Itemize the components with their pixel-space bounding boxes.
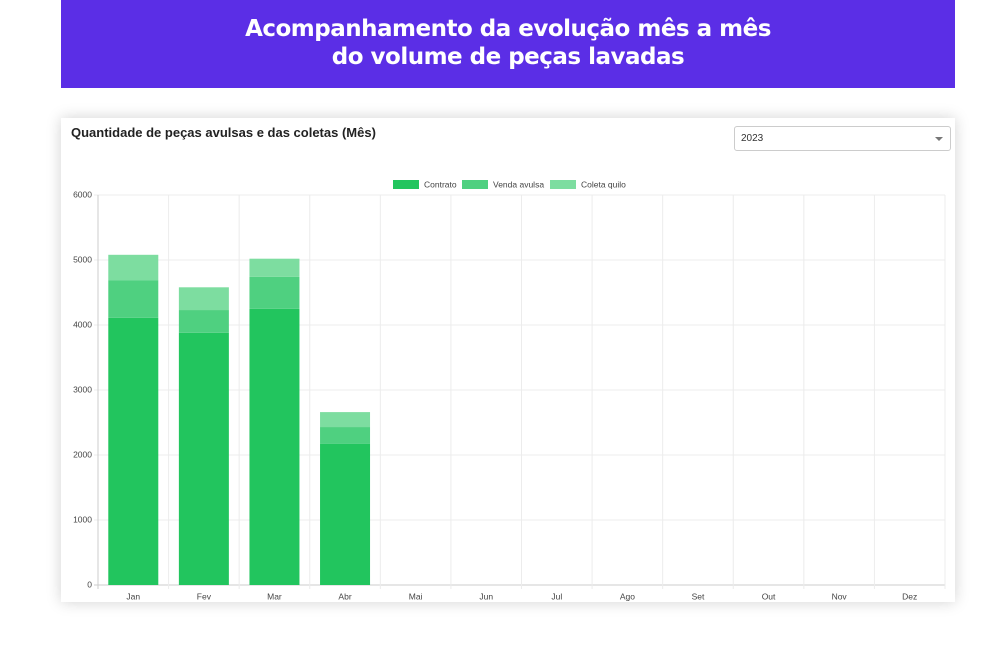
y-tick-label: 2000 <box>73 449 92 459</box>
y-tick-label: 3000 <box>73 384 92 394</box>
y-tick-label: 5000 <box>73 254 92 264</box>
legend-label: Coleta quilo <box>581 179 626 189</box>
x-tick-label: Set <box>692 591 705 601</box>
banner-title-line: Acompanhamento da evolução mês a mês <box>245 16 771 42</box>
banner-title-line: do volume de peças lavadas <box>331 44 685 70</box>
x-tick-label: Jul <box>551 591 562 601</box>
banner: Acompanhamento da evolução mês a mês do … <box>61 0 955 88</box>
x-tick-label: Mai <box>409 591 423 601</box>
bar-segment <box>108 254 159 281</box>
x-tick-label: Jun <box>479 591 493 601</box>
bar-segment <box>320 427 371 444</box>
x-tick-label: Jan <box>126 591 140 601</box>
x-tick-label: Dez <box>902 591 917 601</box>
bar-segment <box>178 332 229 585</box>
chart-title: Quantidade de peças avulsas e das coleta… <box>71 125 376 140</box>
x-tick-label: Nov <box>832 591 848 601</box>
y-tick-label: 6000 <box>73 189 92 199</box>
bar-segment <box>108 280 159 318</box>
bar-segment <box>108 317 159 585</box>
x-tick-label: Mar <box>267 591 282 601</box>
bar-segment <box>320 443 371 585</box>
bar-segment <box>249 258 300 277</box>
bar-segment <box>249 276 300 309</box>
bar-segment <box>178 310 229 333</box>
y-tick-label: 0 <box>87 579 92 589</box>
legend-swatch <box>393 180 419 189</box>
legend-swatch <box>462 180 488 189</box>
y-tick-label: 4000 <box>73 319 92 329</box>
year-select[interactable]: 2023 <box>734 126 951 151</box>
bar-segment <box>249 308 300 585</box>
legend-label: Contrato <box>424 179 457 189</box>
x-tick-label: Ago <box>620 591 635 601</box>
legend-swatch <box>550 180 576 189</box>
legend-label: Venda avulsa <box>493 179 544 189</box>
y-tick-label: 1000 <box>73 514 92 524</box>
bar-segment <box>178 287 229 311</box>
bar-segment <box>320 412 371 428</box>
select-arrow <box>935 137 943 141</box>
x-tick-label: Out <box>762 591 776 601</box>
x-tick-label: Abr <box>338 591 351 601</box>
x-tick-label: Fev <box>197 591 212 601</box>
select-value: 2023 <box>741 133 764 144</box>
